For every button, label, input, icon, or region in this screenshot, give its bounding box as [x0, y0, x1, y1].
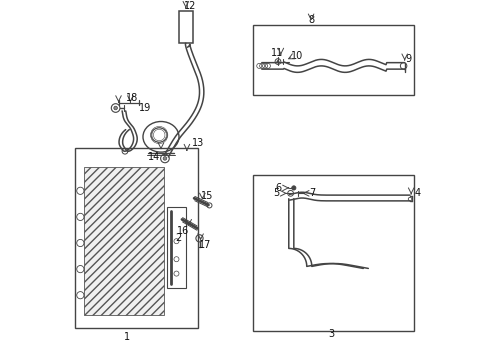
- Text: 19: 19: [139, 103, 151, 113]
- Text: 11: 11: [270, 48, 283, 58]
- Bar: [167, 207, 185, 288]
- Text: 2: 2: [175, 233, 181, 243]
- Text: 1: 1: [124, 332, 130, 342]
- Text: 3: 3: [327, 329, 333, 339]
- Text: 9: 9: [405, 54, 410, 64]
- Text: 16: 16: [177, 226, 189, 236]
- Bar: [179, 11, 192, 43]
- Text: 15: 15: [200, 191, 212, 201]
- Bar: [84, 167, 163, 315]
- Circle shape: [163, 157, 166, 160]
- Text: 18: 18: [126, 93, 138, 103]
- Text: 4: 4: [413, 188, 420, 198]
- Bar: [253, 25, 413, 95]
- Circle shape: [276, 60, 279, 63]
- Text: 13: 13: [191, 138, 203, 148]
- Text: 12: 12: [184, 1, 196, 12]
- Text: 8: 8: [307, 15, 313, 25]
- Circle shape: [114, 106, 117, 110]
- Text: 17: 17: [198, 240, 211, 250]
- Text: 6: 6: [275, 183, 282, 193]
- Bar: [75, 148, 197, 328]
- Bar: [253, 175, 413, 331]
- Circle shape: [291, 186, 295, 190]
- Text: 10: 10: [290, 51, 302, 61]
- Text: 7: 7: [309, 188, 315, 198]
- Text: 5: 5: [273, 188, 279, 198]
- Text: 14: 14: [148, 152, 160, 162]
